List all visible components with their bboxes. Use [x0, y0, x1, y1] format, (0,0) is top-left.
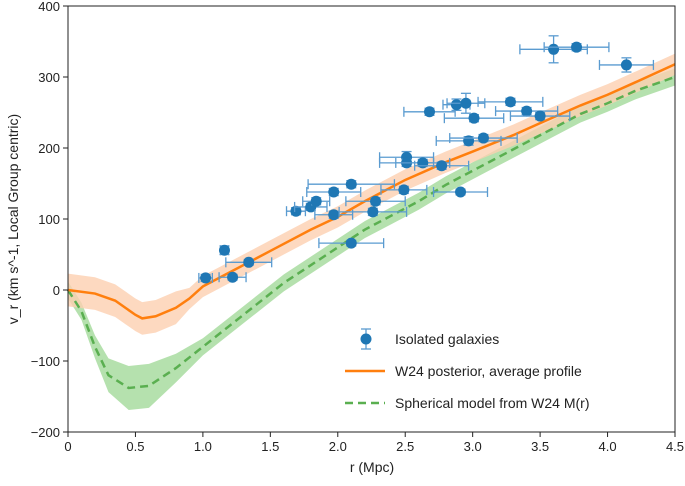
galaxy-marker [504, 96, 516, 108]
galaxy-point [435, 135, 502, 147]
x-tick-label: 1.5 [261, 439, 279, 454]
x-tick-label: 2.0 [329, 439, 347, 454]
galaxy-marker [328, 209, 340, 221]
legend-label: W24 posterior, average profile [395, 363, 582, 379]
galaxy-marker [328, 186, 340, 198]
galaxy-marker [345, 237, 357, 249]
x-axis-label: r (Mpc) [350, 459, 394, 475]
galaxy-point [218, 244, 230, 256]
x-tick-label: 3.5 [531, 439, 549, 454]
galaxy-point [494, 105, 559, 117]
galaxy-point [314, 209, 354, 221]
galaxy-point [543, 41, 610, 53]
legend-item-w24-posterior: W24 posterior, average profile [345, 363, 582, 379]
legend-item-spherical-model: Spherical model from W24 M(r) [345, 395, 590, 411]
galaxy-point [345, 195, 406, 207]
galaxy-point [432, 186, 489, 198]
galaxy-marker [548, 43, 560, 55]
y-tick-label: 300 [38, 70, 60, 85]
galaxy-marker [243, 256, 255, 268]
galaxy-marker [370, 195, 382, 207]
legend-label: Spherical model from W24 M(r) [395, 395, 590, 411]
galaxy-point [225, 256, 273, 268]
galaxy-point [509, 110, 571, 122]
galaxy-marker [620, 59, 632, 71]
x-tick-label: 0 [64, 439, 71, 454]
y-tick-label: −200 [31, 425, 60, 440]
galaxy-point [285, 205, 307, 217]
galaxy-point [218, 271, 247, 283]
galaxy-marker [398, 184, 410, 196]
galaxy-marker [310, 195, 322, 207]
legend-item-isolated-galaxies: Isolated galaxies [360, 328, 499, 350]
galaxy-marker [450, 99, 462, 111]
galaxy-point [318, 237, 385, 249]
x-tick-label: 4.5 [666, 439, 684, 454]
y-tick-label: 200 [38, 141, 60, 156]
legend-label: Isolated galaxies [395, 331, 499, 347]
galaxy-marker [200, 272, 212, 284]
galaxy-point [198, 272, 213, 284]
y-tick-label: 100 [38, 212, 60, 227]
x-tick-label: 2.5 [396, 439, 414, 454]
galaxy-marker [463, 135, 475, 147]
y-tick-label: −100 [31, 354, 60, 369]
galaxy-marker [477, 132, 489, 144]
spherical-model-band [68, 68, 675, 411]
galaxy-point [403, 106, 456, 118]
galaxy-point [380, 184, 428, 196]
galaxy-marker [424, 106, 436, 118]
y-tick-label: 0 [53, 283, 60, 298]
y-axis-label: v_r (km s^-1, Local Group centric) [5, 114, 21, 324]
galaxy-point [598, 57, 655, 73]
galaxy-marker [227, 271, 239, 283]
galaxy-marker [460, 97, 472, 109]
galaxy-marker [571, 41, 583, 53]
legend-marker [360, 333, 372, 345]
galaxy-point [307, 178, 396, 190]
galaxy-point [443, 112, 505, 124]
galaxy-marker [345, 178, 357, 190]
galaxy-marker [218, 244, 230, 256]
galaxy-point [414, 160, 470, 172]
galaxy-marker [534, 110, 546, 122]
galaxy-marker [436, 160, 448, 172]
x-tick-label: 3.0 [464, 439, 482, 454]
galaxy-point [338, 206, 408, 218]
galaxy-point [477, 96, 544, 108]
galaxy-point [302, 195, 331, 207]
galaxy-marker [455, 186, 467, 198]
x-tick-label: 4.0 [599, 439, 617, 454]
x-tick-label: 0.5 [126, 439, 144, 454]
spherical-model-line [66, 75, 676, 390]
galaxy-marker [521, 105, 533, 117]
x-tick-label: 1.0 [194, 439, 212, 454]
w24-posterior-band [68, 53, 675, 335]
galaxy-marker [290, 205, 302, 217]
galaxy-marker [417, 157, 429, 169]
galaxy-marker [468, 112, 480, 124]
legend: Isolated galaxies W24 posterior, average … [345, 328, 590, 411]
galaxy-marker [367, 206, 379, 218]
y-tick-label: 400 [38, 0, 60, 14]
galaxy-point [449, 132, 518, 144]
galaxy-point [306, 186, 362, 198]
w24-posterior-line [67, 63, 676, 320]
